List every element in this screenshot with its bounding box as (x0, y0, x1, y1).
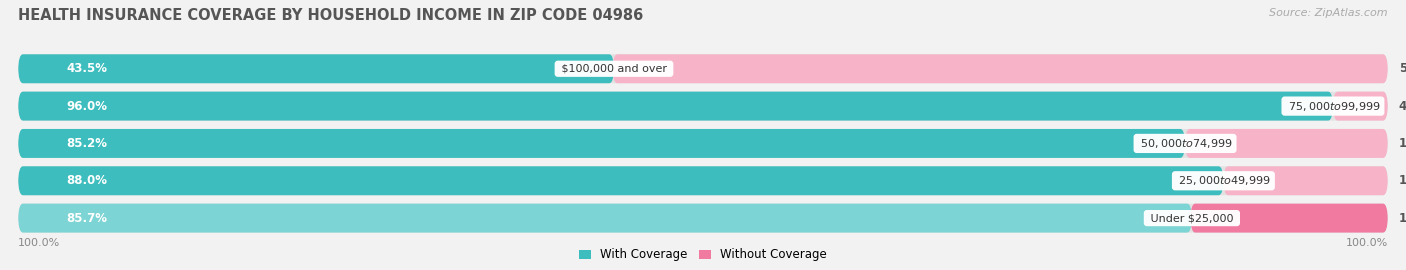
Text: $100,000 and over: $100,000 and over (558, 64, 671, 74)
Legend: With Coverage, Without Coverage: With Coverage, Without Coverage (579, 248, 827, 261)
Text: 85.7%: 85.7% (66, 212, 107, 225)
Text: 43.5%: 43.5% (66, 62, 107, 75)
FancyBboxPatch shape (1185, 129, 1388, 158)
FancyBboxPatch shape (18, 204, 1388, 232)
FancyBboxPatch shape (18, 129, 1388, 158)
FancyBboxPatch shape (1223, 166, 1388, 195)
FancyBboxPatch shape (1191, 204, 1388, 232)
Text: 14.4%: 14.4% (1399, 212, 1406, 225)
Text: 12.0%: 12.0% (1399, 174, 1406, 187)
FancyBboxPatch shape (18, 92, 1388, 121)
Text: 85.2%: 85.2% (66, 137, 107, 150)
Text: Source: ZipAtlas.com: Source: ZipAtlas.com (1270, 8, 1388, 18)
FancyBboxPatch shape (18, 166, 1388, 195)
FancyBboxPatch shape (18, 204, 1192, 232)
Text: 4.0%: 4.0% (1399, 100, 1406, 113)
Text: Under $25,000: Under $25,000 (1147, 213, 1237, 223)
Text: $25,000 to $49,999: $25,000 to $49,999 (1175, 174, 1272, 187)
Text: 96.0%: 96.0% (66, 100, 107, 113)
FancyBboxPatch shape (1333, 92, 1388, 121)
FancyBboxPatch shape (18, 54, 614, 83)
Text: 14.8%: 14.8% (1399, 137, 1406, 150)
FancyBboxPatch shape (18, 54, 1388, 83)
Text: 100.0%: 100.0% (1346, 238, 1388, 248)
FancyBboxPatch shape (18, 129, 1185, 158)
FancyBboxPatch shape (18, 92, 1333, 121)
FancyBboxPatch shape (18, 166, 1223, 195)
Text: 100.0%: 100.0% (18, 238, 60, 248)
Text: $50,000 to $74,999: $50,000 to $74,999 (1136, 137, 1233, 150)
Text: HEALTH INSURANCE COVERAGE BY HOUSEHOLD INCOME IN ZIP CODE 04986: HEALTH INSURANCE COVERAGE BY HOUSEHOLD I… (18, 8, 644, 23)
Text: 88.0%: 88.0% (66, 174, 107, 187)
FancyBboxPatch shape (613, 54, 1388, 83)
Text: 56.6%: 56.6% (1399, 62, 1406, 75)
Text: $75,000 to $99,999: $75,000 to $99,999 (1285, 100, 1381, 113)
